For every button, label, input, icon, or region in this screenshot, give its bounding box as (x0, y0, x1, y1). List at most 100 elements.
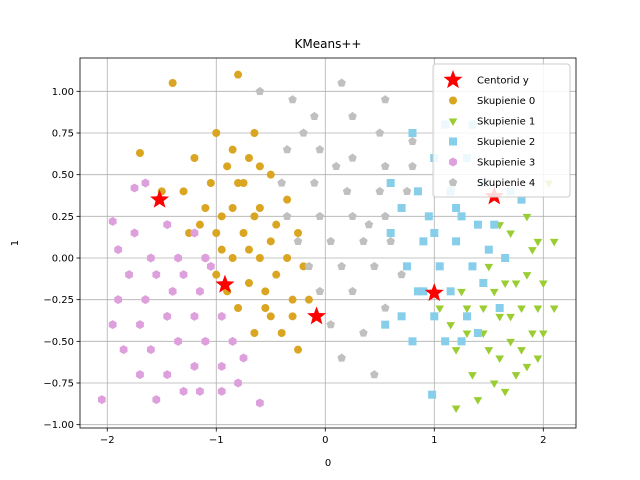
data-point-series-3 (217, 361, 226, 371)
y-tick-label: 0.50 (52, 170, 74, 181)
data-point-series-0 (201, 204, 210, 212)
data-point-series-1 (533, 355, 543, 363)
data-point-series-0 (272, 220, 281, 229)
data-point-series-0 (250, 329, 259, 337)
data-point-series-0 (223, 162, 232, 171)
legend: Centorid y Skupienie 0 Skupienie 1 Skupieni… (432, 63, 571, 198)
legend-marker (443, 70, 463, 89)
data-point-series-4 (408, 161, 417, 170)
data-point-series-1 (522, 213, 532, 222)
data-point-series-0 (294, 229, 303, 237)
data-point-series-4 (255, 86, 265, 95)
data-point-series-1 (462, 330, 472, 338)
data-point-series-0 (179, 187, 188, 196)
data-point-series-4 (310, 111, 319, 120)
data-point-series-4 (337, 353, 346, 362)
y-tick-label: −1.00 (43, 420, 74, 431)
data-point-series-0 (266, 237, 275, 246)
legend-label: Centorid y (477, 76, 529, 87)
data-point-series-3 (234, 378, 242, 388)
data-point-series-2 (381, 320, 390, 329)
data-point-series-1 (489, 288, 499, 297)
data-point-series-0 (206, 179, 215, 187)
data-point-series-4 (386, 236, 395, 245)
data-point-series-4 (342, 186, 352, 195)
data-point-series-3 (108, 216, 117, 226)
data-point-series-4 (408, 136, 417, 145)
data-point-series-3 (146, 345, 155, 355)
data-point-series-3 (163, 220, 172, 230)
x-tick-label: −2 (100, 435, 115, 446)
data-point-series-0 (228, 145, 237, 154)
data-point-series-0 (277, 329, 286, 337)
data-point-series-2 (435, 262, 444, 271)
data-point-series-3 (141, 178, 150, 188)
data-point-series-2 (441, 337, 450, 346)
data-point-series-3 (179, 386, 188, 396)
data-point-series-2 (457, 212, 466, 221)
data-point-series-2 (428, 390, 437, 399)
data-point-series-3 (196, 286, 204, 296)
data-point-series-2 (484, 245, 493, 254)
data-point-series-4 (299, 128, 308, 137)
data-point-series-3 (146, 253, 155, 263)
data-point-series-2 (479, 279, 488, 287)
data-point-series-3 (114, 245, 123, 255)
data-point-series-1 (462, 305, 472, 313)
series-1 (435, 180, 559, 413)
data-point-series-4 (375, 186, 385, 195)
data-point-series-0 (250, 129, 259, 137)
data-point-series-3 (168, 286, 177, 296)
data-point-series-0 (212, 229, 221, 237)
legend-label: Skupienie 0 (477, 96, 535, 107)
data-point-series-0 (255, 204, 264, 212)
data-point-series-3 (239, 353, 248, 363)
data-point-series-2 (462, 312, 471, 321)
data-point-series-1 (522, 363, 532, 372)
data-point-series-0 (217, 245, 226, 254)
centroid-marker (150, 189, 170, 208)
data-point-series-3 (196, 386, 204, 396)
data-point-series-4 (282, 211, 292, 220)
y-tick-label: 0.25 (52, 212, 74, 223)
x-tick-label: −1 (209, 435, 224, 446)
data-point-series-1 (484, 263, 494, 272)
data-point-series-2 (408, 337, 417, 346)
data-point-series-3 (163, 311, 172, 321)
data-point-series-4 (337, 78, 346, 87)
data-point-series-2 (430, 312, 439, 321)
data-point-series-0 (217, 212, 226, 221)
data-point-series-3 (174, 253, 183, 263)
y-tick-label: 1.00 (52, 87, 74, 98)
data-point-series-4 (380, 211, 390, 220)
data-point-series-0 (283, 254, 292, 262)
data-point-series-2 (490, 220, 499, 229)
data-point-series-2 (386, 179, 395, 187)
data-point-series-1 (506, 338, 515, 347)
data-point-series-3 (201, 336, 210, 346)
data-point-series-1 (495, 313, 505, 322)
data-point-series-3 (136, 370, 144, 380)
data-point-series-2 (501, 254, 510, 262)
y-tick-label: −0.50 (43, 337, 74, 348)
data-point-series-1 (533, 305, 543, 313)
data-point-series-1 (506, 313, 515, 322)
data-point-series-4 (380, 95, 390, 104)
data-point-series-1 (549, 305, 559, 313)
data-point-series-4 (277, 178, 286, 187)
data-point-series-4 (402, 186, 412, 195)
data-point-series-4 (326, 236, 336, 245)
data-point-series-4 (304, 261, 314, 270)
data-point-series-0 (266, 312, 275, 321)
data-point-series-0 (244, 279, 253, 287)
data-point-series-0 (250, 212, 259, 221)
data-point-series-2 (413, 287, 422, 296)
data-point-series-1 (511, 372, 521, 380)
data-point-series-3 (152, 395, 161, 405)
data-point-series-0 (195, 220, 204, 229)
data-point-series-2 (424, 212, 433, 221)
data-point-series-4 (288, 95, 297, 104)
data-point-series-1 (479, 305, 488, 313)
data-point-series-1 (528, 247, 537, 255)
data-point-series-0 (299, 262, 308, 271)
